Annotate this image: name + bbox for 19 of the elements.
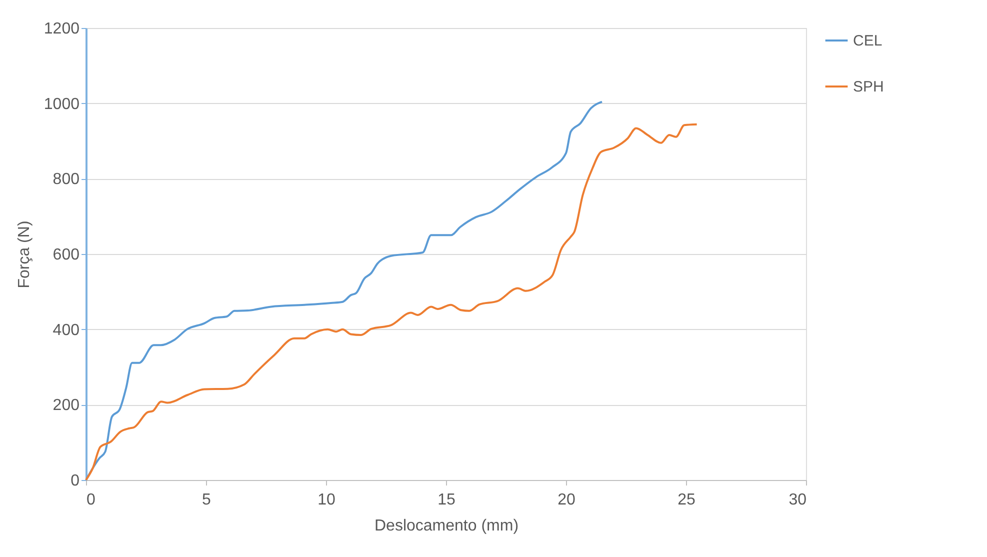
x-tick-label: 30 <box>788 492 807 508</box>
y-tick-label: 800 <box>52 171 80 188</box>
x-tick-label: 25 <box>678 492 696 508</box>
x-tick-label: 10 <box>318 492 336 508</box>
y-tick-label: 1000 <box>44 96 80 113</box>
y-tick-label: 600 <box>52 246 80 264</box>
line-series <box>85 123 698 481</box>
x-tick-label: 20 <box>558 492 576 508</box>
x-tick-label: 15 <box>438 492 456 508</box>
x-tick-label: 5 <box>202 492 212 508</box>
x-axis-title: Deslocamento (mm) <box>374 518 519 534</box>
y-tick-label: 200 <box>52 397 80 414</box>
y-axis-title: Força (N) <box>16 220 33 288</box>
legend-label: SPH <box>853 78 884 96</box>
legend-label: CEL <box>853 32 882 50</box>
y-tick-label: 0 <box>70 472 80 490</box>
x-tick-label: 0 <box>86 492 96 508</box>
y-tick-label: 400 <box>52 322 80 339</box>
y-tick-label: 1200 <box>44 20 80 38</box>
